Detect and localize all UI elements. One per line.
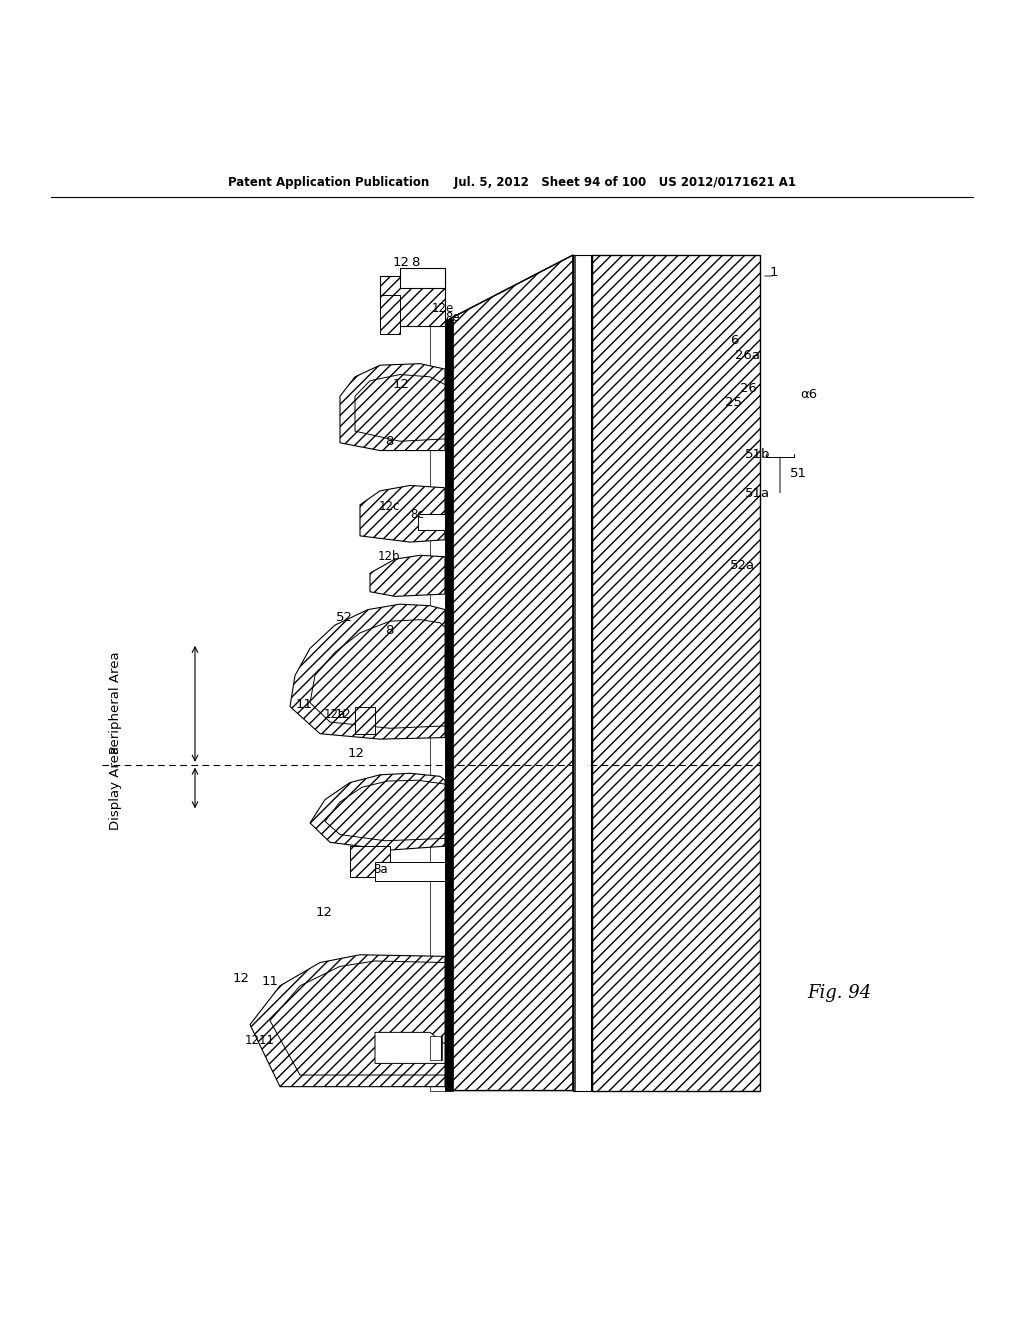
Text: Patent Application Publication      Jul. 5, 2012   Sheet 94 of 100   US 2012/017: Patent Application Publication Jul. 5, 2…: [228, 177, 796, 189]
Text: 6: 6: [730, 334, 738, 347]
Polygon shape: [573, 255, 592, 1090]
Polygon shape: [592, 255, 760, 1090]
Polygon shape: [355, 375, 445, 441]
Polygon shape: [310, 619, 445, 729]
Polygon shape: [270, 961, 445, 1074]
Polygon shape: [418, 515, 445, 529]
Polygon shape: [430, 1036, 442, 1060]
Polygon shape: [445, 318, 453, 1090]
Polygon shape: [250, 954, 445, 1086]
Text: 12c: 12c: [379, 500, 400, 513]
Polygon shape: [340, 364, 445, 450]
Text: 8: 8: [411, 256, 419, 269]
Text: 52: 52: [336, 611, 353, 624]
Text: 12: 12: [316, 906, 333, 919]
Text: 11: 11: [262, 975, 279, 989]
Text: 26: 26: [740, 381, 757, 395]
Text: Peripheral Area: Peripheral Area: [109, 651, 122, 754]
Text: 1: 1: [770, 265, 778, 279]
Polygon shape: [430, 318, 445, 1090]
Text: α6: α6: [800, 388, 817, 401]
Text: 12: 12: [233, 972, 250, 985]
Polygon shape: [450, 255, 573, 1090]
Text: 11: 11: [296, 698, 313, 711]
Text: 12e: 12e: [432, 302, 455, 315]
Text: 51a: 51a: [745, 487, 770, 500]
Text: 52a: 52a: [730, 558, 755, 572]
Text: 12: 12: [348, 747, 365, 759]
Polygon shape: [370, 556, 445, 597]
Text: Display Area: Display Area: [109, 746, 122, 830]
Text: 26a: 26a: [735, 350, 760, 363]
Text: 12: 12: [393, 256, 410, 269]
Text: 12a: 12a: [324, 708, 346, 721]
Text: 25: 25: [725, 396, 742, 409]
Polygon shape: [400, 268, 445, 288]
Text: 12: 12: [393, 378, 410, 391]
Text: 8: 8: [386, 624, 394, 638]
Text: 51b: 51b: [745, 447, 770, 461]
Polygon shape: [375, 862, 445, 880]
Polygon shape: [360, 486, 445, 543]
Text: 1211: 1211: [245, 1034, 275, 1047]
Text: 8: 8: [385, 434, 393, 447]
Text: 51: 51: [790, 467, 807, 480]
Text: 12b: 12b: [378, 550, 400, 564]
Polygon shape: [355, 706, 375, 734]
Text: 12: 12: [335, 708, 352, 721]
Polygon shape: [310, 774, 445, 850]
Polygon shape: [380, 276, 445, 326]
Polygon shape: [325, 780, 445, 841]
Polygon shape: [380, 296, 400, 334]
Text: 8a: 8a: [373, 863, 388, 876]
Text: 8e: 8e: [445, 310, 460, 323]
Polygon shape: [375, 1032, 445, 1064]
Text: 8c: 8c: [410, 508, 424, 521]
Polygon shape: [290, 605, 445, 739]
Text: Fig. 94: Fig. 94: [808, 983, 871, 1002]
Polygon shape: [350, 846, 390, 878]
